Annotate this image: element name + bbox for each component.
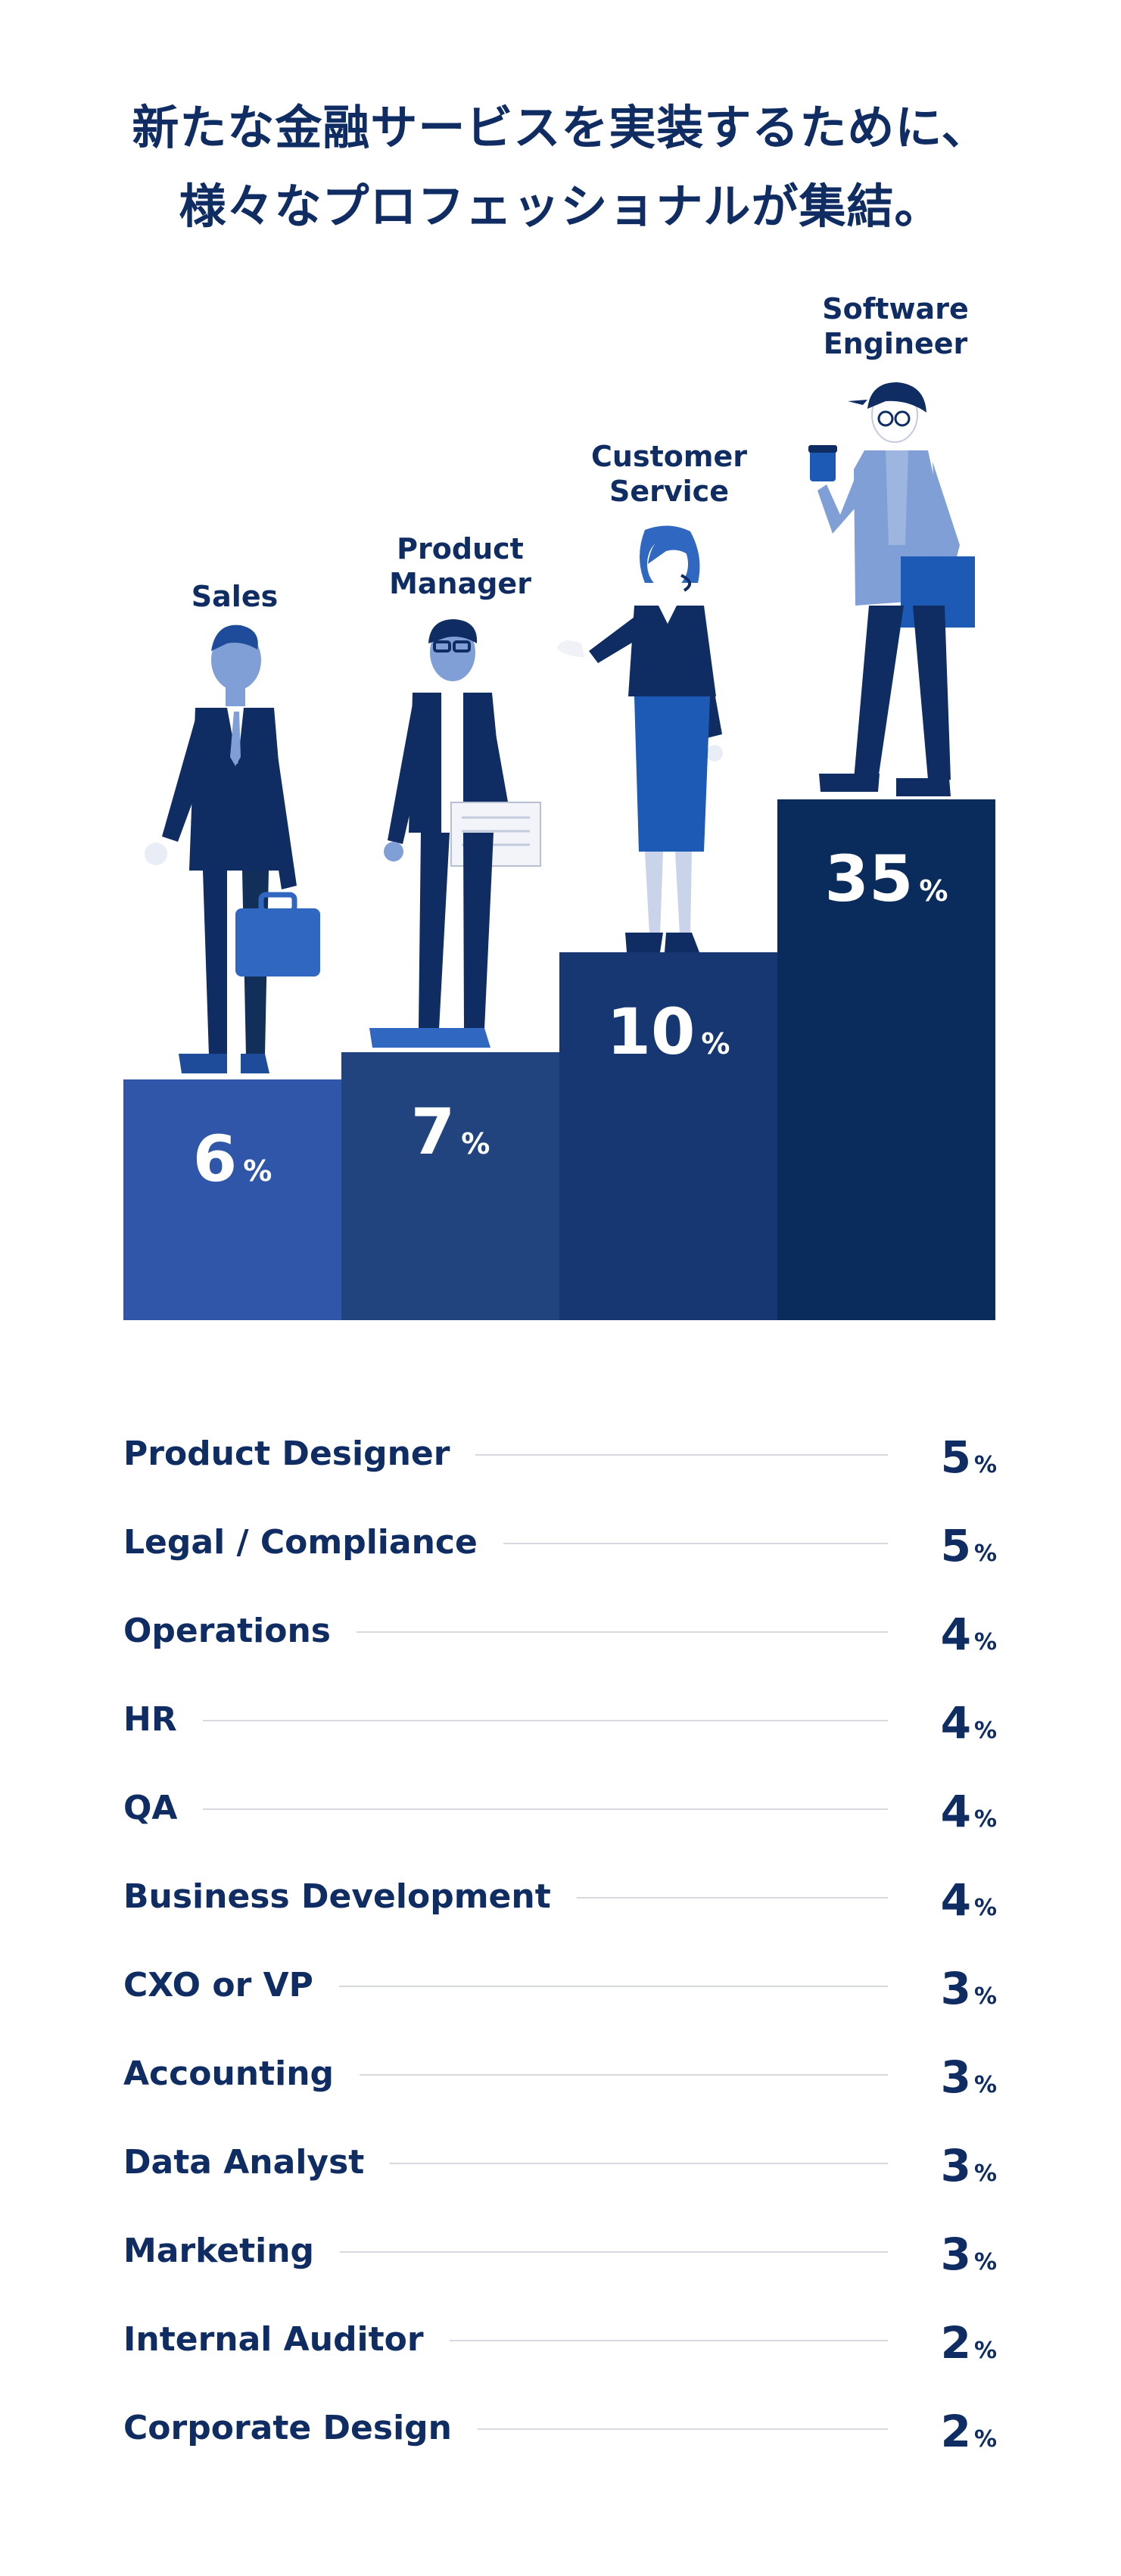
- role-row-label: Legal / Compliance: [123, 1523, 478, 1562]
- role-row-value: 4%: [940, 1874, 997, 1926]
- product-manager-icon: [369, 619, 541, 1048]
- bars-layer: 6 % 7 % 10 % 35%: [123, 799, 995, 1320]
- role-row-label: Data Analyst: [123, 2143, 365, 2182]
- row-divider-line: [340, 2251, 888, 2253]
- role-row-label: Business Development: [123, 1877, 551, 1916]
- bar-value-label-2: 10%: [607, 995, 730, 1069]
- role-row-label: Marketing: [123, 2232, 315, 2270]
- salesperson-icon: [145, 625, 320, 1073]
- bar-3: [777, 799, 995, 1320]
- role-row-value: 3%: [940, 2140, 997, 2191]
- role-chart: 6 % 7 % 10 % 35%: [123, 382, 995, 1320]
- role-label-3: Software Engineer: [822, 292, 969, 360]
- row-divider-line: [449, 2340, 888, 2341]
- role-row-value: 2%: [940, 2406, 997, 2457]
- role-row-value: 3%: [940, 1963, 997, 2014]
- role-row-label: HR: [123, 1700, 177, 1739]
- role-label-0: Sales: [191, 580, 279, 613]
- row-divider-line: [338, 1986, 888, 1987]
- role-row-value: 3%: [940, 2051, 997, 2103]
- row-divider-line: [203, 1808, 888, 1810]
- role-row-label: Corporate Design: [123, 2409, 452, 2447]
- row-divider-line: [475, 1454, 888, 1456]
- role-row-value: 5%: [940, 1520, 997, 1571]
- bar-1: [341, 1052, 559, 1320]
- role-row-label: Product Designer: [123, 1434, 450, 1473]
- role-row-value: 2%: [940, 2317, 997, 2369]
- role-row-value: 4%: [940, 1697, 997, 1749]
- role-row-value: 3%: [940, 2229, 997, 2280]
- bar-value-label-0: 6%: [193, 1122, 272, 1196]
- software-engineer-icon: [808, 382, 975, 796]
- row-divider-line: [357, 1631, 888, 1633]
- headline-line1: 新たな金融サービスを実装するために、: [132, 100, 989, 155]
- role-row-value: 4%: [940, 1786, 997, 1837]
- customer-service-icon: [557, 525, 723, 952]
- row-divider-line: [360, 2074, 888, 2076]
- role-label-1: Product Manager: [389, 532, 531, 600]
- role-row-label: CXO or VP: [123, 1966, 313, 2004]
- row-divider-line: [477, 2428, 888, 2430]
- row-divider-line: [503, 1543, 888, 1544]
- bar-0: [123, 1079, 341, 1320]
- role-row-label: Accounting: [123, 2054, 335, 2093]
- bar-value-label-1: 7%: [411, 1095, 490, 1169]
- role-row-value: 5%: [940, 1431, 997, 1483]
- row-divider-line: [576, 1897, 888, 1899]
- bar-2: [559, 952, 777, 1320]
- row-divider-line: [202, 1720, 888, 1721]
- headline-line2: 様々なプロフェッショナルが集結。: [179, 179, 942, 234]
- row-divider-line: [390, 2163, 888, 2164]
- role-row-label: Internal Auditor: [123, 2320, 424, 2359]
- role-row-value: 4%: [940, 1609, 997, 1660]
- role-row-label: Operations: [123, 1612, 331, 1650]
- role-label-2: Customer Service: [591, 440, 747, 508]
- role-row-label: QA: [123, 1789, 178, 1827]
- bar-value-label-3: 35%: [825, 842, 948, 916]
